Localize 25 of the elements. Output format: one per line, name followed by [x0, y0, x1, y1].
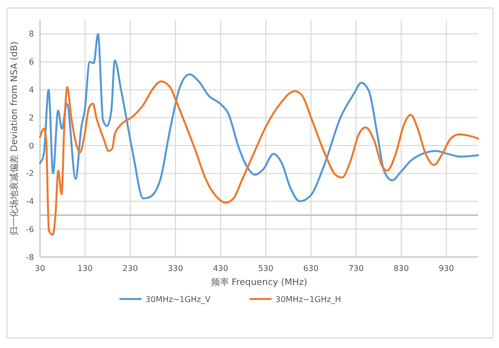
x-tick-label: 130	[78, 264, 93, 273]
y-tick-label: 6	[28, 58, 34, 67]
y-tick-label: 0	[28, 141, 34, 150]
x-axis-title: 频率 Frequency (MHz)	[210, 277, 308, 288]
y-tick-label: -4	[26, 197, 34, 206]
line-series	[39, 32, 479, 202]
legend-label: 30MHz~1GHz_V	[146, 294, 212, 304]
x-tick-label: 830	[394, 264, 409, 273]
y-axis-title: 归一化场地衰减偏差 Deviation from NSA (dB)	[9, 41, 20, 236]
line-series	[39, 80, 479, 236]
legend-label: 30MHz~1GHz_H	[276, 294, 342, 304]
x-tick-label: 330	[168, 264, 184, 273]
y-tick-label: 2	[28, 113, 34, 122]
y-tick-label: 4	[28, 86, 34, 95]
x-tick-label: 930	[438, 264, 454, 273]
x-tick-label: 430	[212, 264, 228, 273]
x-tick-label: 30	[34, 264, 46, 273]
y-tick-label: -6	[26, 224, 34, 234]
y-tick-label: -8	[26, 252, 34, 262]
x-tick-label: 230	[122, 264, 138, 273]
x-tick-label: 630	[303, 264, 319, 273]
y-tick-label: -2	[26, 169, 34, 178]
x-tick-label: 730	[348, 264, 364, 273]
x-tick-label: 530	[258, 264, 274, 273]
y-tick-label: 8	[28, 30, 34, 39]
